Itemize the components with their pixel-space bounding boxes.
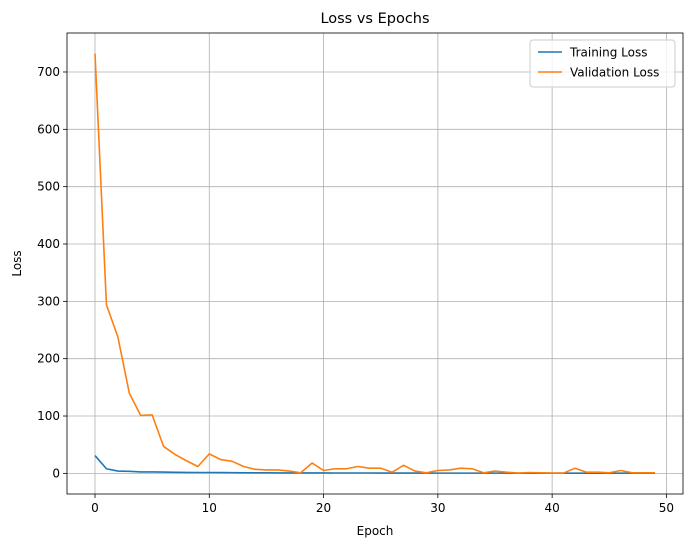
x-tick-label: 50	[659, 501, 674, 515]
x-tick-label: 20	[316, 501, 331, 515]
x-tick-label: 40	[545, 501, 560, 515]
chart-title: Loss vs Epochs	[320, 11, 429, 27]
y-tick-label: 700	[37, 65, 60, 79]
y-tick-label: 600	[37, 122, 60, 136]
y-tick-label: 500	[37, 180, 60, 194]
y-tick-label: 400	[37, 237, 60, 251]
y-axis-label: Loss	[10, 250, 24, 276]
y-tick-label: 100	[37, 409, 60, 423]
y-tick-label: 300	[37, 294, 60, 308]
y-tick-label: 0	[52, 466, 60, 480]
x-tick-label: 10	[202, 501, 217, 515]
y-tick-label: 200	[37, 352, 60, 366]
legend-label-validation: Validation Loss	[570, 66, 659, 80]
x-axis-label: Epoch	[357, 524, 394, 538]
x-tick-label: 0	[91, 501, 99, 515]
x-tick-label: 30	[430, 501, 445, 515]
legend-box	[529, 39, 676, 88]
legend-label-training: Training Loss	[569, 46, 647, 60]
grid	[67, 33, 683, 494]
series-line-validation-loss	[94, 53, 655, 474]
legend: Training Loss Validation Loss	[529, 39, 676, 88]
plot-frame	[66, 32, 684, 495]
series-layer	[94, 53, 655, 474]
